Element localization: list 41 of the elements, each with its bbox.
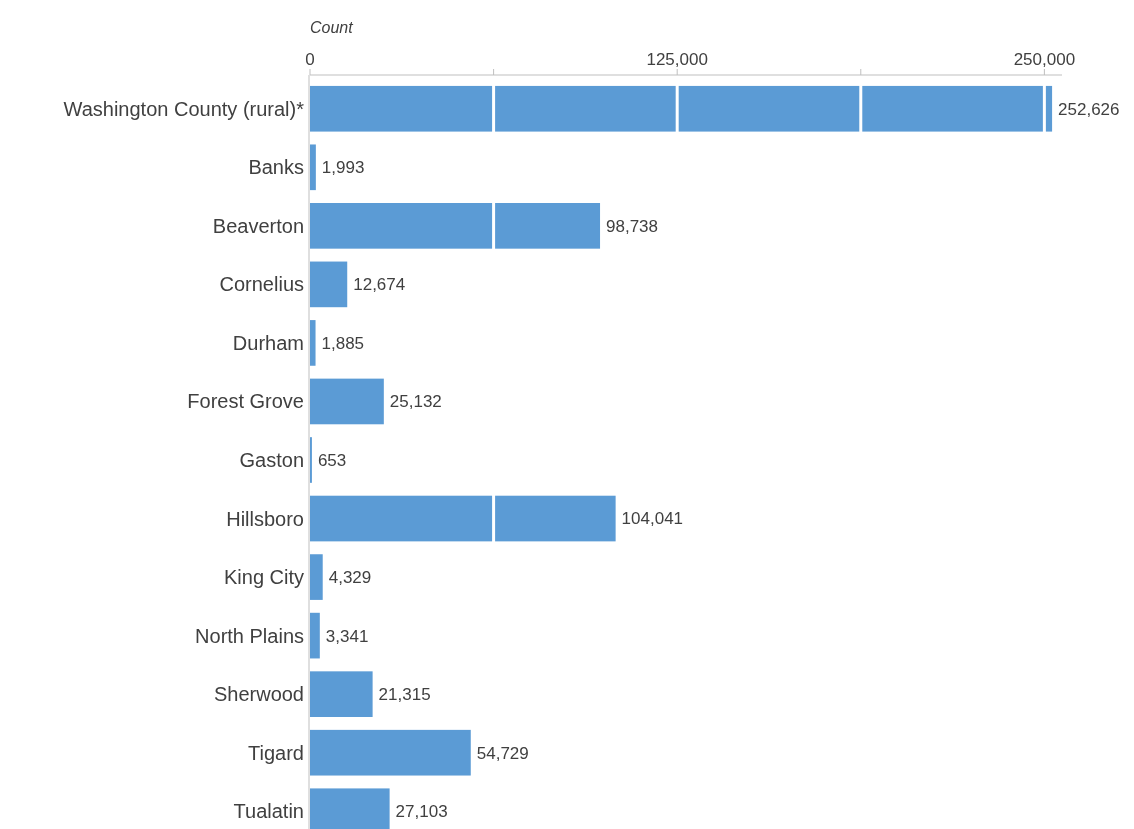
data-label: 54,729 (476, 743, 529, 763)
bar (310, 612, 320, 659)
y-tick-label: Tualatin (233, 800, 304, 823)
y-tick-label: Hillsboro (226, 507, 304, 530)
y-tick-label: Durham (232, 331, 304, 354)
bar (310, 671, 373, 717)
x-axis-title: Count (310, 19, 354, 36)
data-label: 25,132 (389, 392, 442, 412)
data-label: 1,993 (321, 158, 365, 178)
bar (310, 85, 1053, 132)
bar (310, 378, 384, 425)
data-label: 104,041 (621, 509, 684, 529)
bar (310, 729, 471, 776)
data-label: 27,103 (395, 802, 448, 822)
data-label: 3,341 (325, 626, 369, 646)
data-label: 12,674 (353, 275, 406, 295)
data-label: 653 (317, 450, 347, 470)
data-label: 21,315 (378, 685, 431, 705)
bar (310, 554, 323, 600)
y-tick-label: Gaston (239, 449, 304, 471)
x-tick-label: 0 (305, 50, 315, 69)
y-tick-label: King City (223, 566, 304, 589)
bar (310, 203, 601, 249)
data-label: 4,329 (328, 568, 372, 588)
data-label: 252,626 (1058, 99, 1120, 119)
x-tick-label: 250,000 (1013, 50, 1076, 69)
y-tick-label: Tigard (248, 741, 304, 764)
data-label: 98,738 (606, 216, 659, 236)
y-tick-label: North Plains (195, 624, 304, 647)
y-tick-label: Cornelius (219, 273, 304, 296)
y-tick-label: Washington County (rural)* (63, 97, 305, 120)
y-tick-label: Forest Grove (187, 390, 304, 413)
bar (310, 261, 348, 308)
y-tick-label: Banks (248, 156, 304, 179)
data-label: 1,885 (321, 333, 365, 353)
bar (310, 495, 616, 542)
bar (310, 144, 316, 191)
bar (310, 320, 316, 366)
y-tick-label: Beaverton (212, 214, 304, 237)
x-tick-label: 125,000 (646, 50, 708, 69)
y-tick-label: Sherwood (213, 683, 304, 706)
